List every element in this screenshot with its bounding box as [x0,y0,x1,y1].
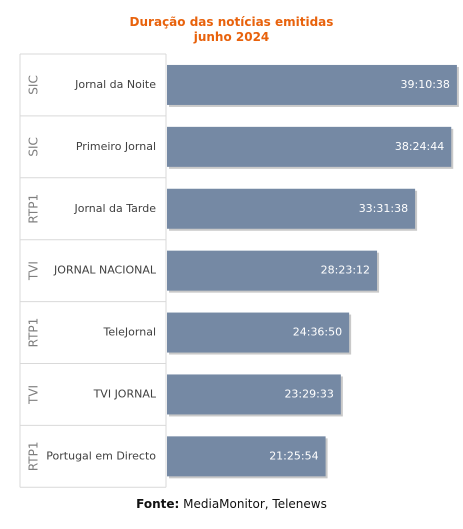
channel-label: SIC [27,75,41,95]
bar-value-label: 21:25:54 [269,449,318,462]
bar-value-label: 33:31:38 [359,202,408,215]
bar [167,64,457,105]
bar [167,312,350,353]
source-label: Fonte: [136,497,180,511]
program-label: Primeiro Jornal [76,140,156,153]
program-label: Portugal em Directo [46,449,156,462]
channel-label: RTP1 [27,318,41,348]
bar-value-label: 24:36:50 [293,326,342,339]
program-label: Jornal da Noite [74,78,156,91]
bar [167,250,378,291]
bar-value-label: 39:10:38 [401,78,450,91]
program-label: Jornal da Tarde [73,202,156,215]
program-label: TVI JORNAL [93,387,157,400]
bar-value-label: 28:23:12 [321,264,370,277]
bar [167,188,416,229]
bar-value-label: 23:29:33 [284,387,333,400]
channel-label: TVI [27,261,41,281]
program-label: TeleJornal [102,326,156,339]
chart-subtitle: junho 2024 [193,30,270,44]
channel-label: TVI [27,385,41,405]
channel-label: RTP1 [27,194,41,224]
bar [167,436,326,477]
source-note: Fonte: MediaMonitor, Telenews [0,497,463,511]
channel-label: RTP1 [27,442,41,472]
program-label: JORNAL NACIONAL [53,264,157,277]
bar-value-label: 38:24:44 [395,140,444,153]
chart-title: Duração das notícias emitidas [129,15,334,29]
bar [167,374,341,415]
bar [167,126,452,167]
channel-label: SIC [27,137,41,157]
source-text: MediaMonitor, Telenews [183,497,327,511]
